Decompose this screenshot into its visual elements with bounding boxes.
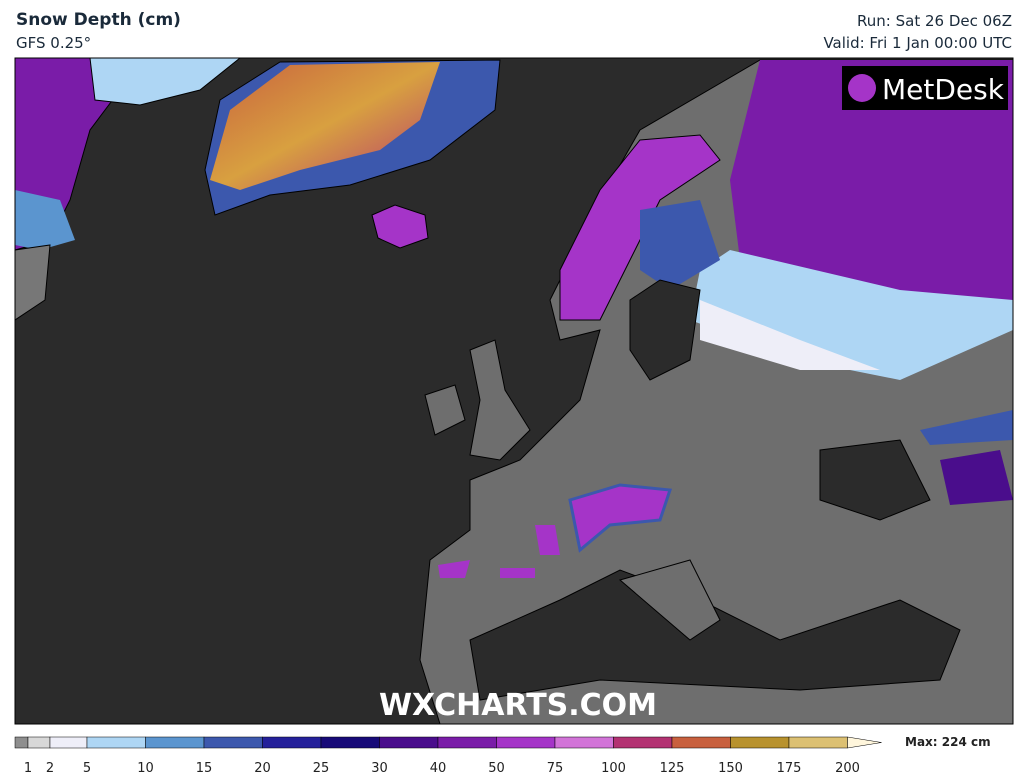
snow bbox=[438, 560, 470, 578]
valid-time: Valid: Fri 1 Jan 00:00 UTC bbox=[823, 34, 1012, 52]
legend-swatch bbox=[27, 736, 51, 749]
watermark: WXCHARTS.COM bbox=[379, 688, 657, 723]
legend-swatch bbox=[496, 736, 556, 749]
legend-label: 150 bbox=[718, 761, 743, 776]
legend-label: 200 bbox=[835, 761, 860, 776]
legend-label: 100 bbox=[601, 761, 626, 776]
legend-swatch bbox=[671, 736, 731, 749]
map-frame bbox=[14, 57, 1014, 725]
legend-swatch bbox=[554, 736, 614, 749]
ireland bbox=[424, 384, 466, 436]
legend-swatch bbox=[320, 736, 380, 749]
sea bbox=[629, 279, 701, 381]
sea bbox=[819, 439, 931, 521]
snow bbox=[920, 410, 1013, 445]
snow bbox=[210, 62, 440, 190]
map-body: WXCHARTS.COM bbox=[15, 58, 1013, 724]
legend-label: 30 bbox=[371, 761, 388, 776]
legend-label: 10 bbox=[137, 761, 154, 776]
legend-swatch bbox=[262, 736, 322, 749]
sea bbox=[469, 569, 961, 701]
legend-swatch bbox=[379, 736, 439, 749]
legend-arrow bbox=[847, 736, 882, 749]
britain bbox=[469, 339, 531, 461]
snow bbox=[15, 190, 75, 250]
legend-label: 50 bbox=[488, 761, 505, 776]
land bbox=[89, 58, 241, 106]
logo: MetDesk bbox=[882, 73, 1005, 106]
legend-label: 15 bbox=[196, 761, 213, 776]
legend-label: 5 bbox=[83, 761, 91, 776]
snow bbox=[640, 200, 720, 290]
model: GFS 0.25° bbox=[16, 34, 92, 52]
run-time: Run: Sat 26 Dec 06Z bbox=[857, 12, 1012, 30]
legend-label: 2 bbox=[46, 761, 54, 776]
legend-label: 175 bbox=[777, 761, 802, 776]
legend-swatch bbox=[86, 736, 146, 749]
iceland bbox=[371, 204, 429, 249]
legend-swatch bbox=[437, 736, 497, 749]
legend-swatch bbox=[49, 736, 88, 749]
legend-swatch bbox=[613, 736, 673, 749]
snow bbox=[500, 568, 535, 578]
legend-label: 25 bbox=[313, 761, 330, 776]
legend-label: 40 bbox=[430, 761, 447, 776]
italy bbox=[618, 559, 721, 641]
legend-max: Max: 224 cm bbox=[905, 735, 991, 749]
land bbox=[15, 244, 51, 321]
legend-swatch bbox=[14, 736, 29, 749]
legend-swatch bbox=[203, 736, 263, 749]
snow bbox=[700, 300, 880, 370]
legend-label: 75 bbox=[547, 761, 564, 776]
snow bbox=[940, 450, 1013, 505]
snow bbox=[535, 525, 560, 555]
legend-swatch bbox=[730, 736, 790, 749]
legend-label: 20 bbox=[254, 761, 271, 776]
legend-swatch bbox=[788, 736, 848, 749]
legend-swatch bbox=[145, 736, 205, 749]
logo-icon bbox=[848, 74, 876, 102]
title: Snow Depth (cm) bbox=[16, 10, 181, 30]
snow bbox=[568, 483, 673, 553]
legend-label: 1 bbox=[24, 761, 32, 776]
snow bbox=[730, 60, 1013, 320]
legend-label: 125 bbox=[660, 761, 685, 776]
